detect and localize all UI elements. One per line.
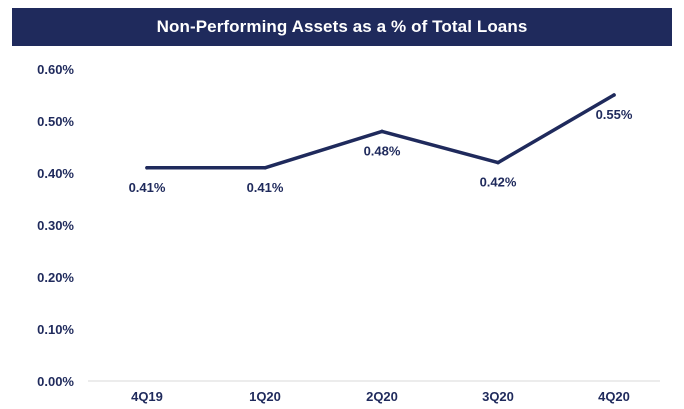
chart-title: Non-Performing Assets as a % of Total Lo… xyxy=(12,8,672,46)
y-tick-label: 0.30% xyxy=(37,218,74,233)
data-label: 0.41% xyxy=(247,180,284,195)
x-tick-label: 2Q20 xyxy=(366,389,398,404)
y-tick-label: 0.20% xyxy=(37,270,74,285)
y-tick-label: 0.50% xyxy=(37,114,74,129)
data-point xyxy=(496,160,500,165)
y-tick-label: 0.00% xyxy=(37,374,74,389)
y-tick-label: 0.10% xyxy=(37,322,74,337)
data-label: 0.41% xyxy=(129,180,166,195)
data-label: 0.42% xyxy=(480,175,517,190)
data-label: 0.55% xyxy=(596,107,633,122)
x-tick-label: 1Q20 xyxy=(249,389,281,404)
x-tick-label: 4Q19 xyxy=(131,389,163,404)
y-tick-label: 0.40% xyxy=(37,166,74,181)
data-point xyxy=(263,166,267,170)
data-label: 0.48% xyxy=(364,143,401,158)
data-point xyxy=(612,93,616,97)
x-tick-label: 3Q20 xyxy=(482,389,514,404)
data-point xyxy=(145,166,149,170)
y-tick-label: 0.60% xyxy=(37,62,74,77)
x-tick-label: 4Q20 xyxy=(598,389,630,404)
data-point xyxy=(380,129,384,134)
